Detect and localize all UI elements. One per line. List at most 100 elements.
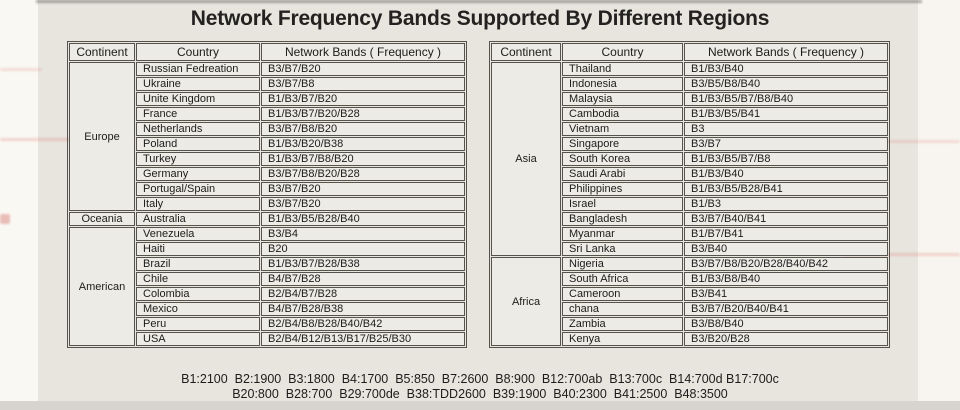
photo-margin-bottom <box>0 401 960 410</box>
bands-cell: B3/B40 <box>684 242 888 256</box>
bands-cell: B2/B4/B12/B13/B17/B25/B30 <box>261 332 465 346</box>
bands-cell: B3/B41 <box>684 287 888 301</box>
country-cell: Turkey <box>136 152 260 166</box>
bands-cell: B2/B4/B8/B28/B40/B42 <box>261 317 465 331</box>
bands-cell: B3/B7/B20 <box>261 197 465 211</box>
table-row: South Korea B1/B3/B5/B7/B8 <box>491 152 888 166</box>
country-cell: Malaysia <box>562 92 683 106</box>
photo-edge-artifact <box>36 0 922 3</box>
country-cell: Nigeria <box>562 257 683 271</box>
photo-artifact <box>0 68 42 71</box>
country-cell: Zambia <box>562 317 683 331</box>
country-cell: Ukraine <box>136 77 260 91</box>
bands-cell: B3/B7 <box>684 137 888 151</box>
country-cell: Venezuela <box>136 227 260 241</box>
country-cell: Cambodia <box>562 107 683 121</box>
bands-cell: B3/B8/B40 <box>684 317 888 331</box>
photo-margin-right <box>918 0 960 410</box>
country-cell: Kenya <box>562 332 683 346</box>
country-cell: Brazil <box>136 257 260 271</box>
bands-cell: B1/B3/B7/B8/B20 <box>261 152 465 166</box>
table-row: Asia Thailand B1/B3/B40 <box>491 62 888 256</box>
table-row: American Venezuela B3/B4 <box>69 227 465 346</box>
table-row: Cambodia B1/B3/B5/B41 <box>491 107 888 121</box>
table-row: France B1/B3/B7/B20/B28 <box>69 107 465 121</box>
legend-line-1: B1:2100 B2:1900 B3:1800 B4:1700 B5:850 B… <box>181 372 779 386</box>
bands-cell: B3/B7/B8/B20/B28 <box>261 167 465 181</box>
country-cell: Australia <box>136 212 260 226</box>
bands-cell: B1/B3/B5/B28/B40 <box>261 212 465 226</box>
bands-cell: B20 <box>261 242 465 256</box>
bands-cell: B1/B3/B40 <box>684 62 888 76</box>
country-cell: Israel <box>562 197 683 211</box>
country-cell: Germany <box>136 167 260 181</box>
bands-cell: B1/B3/B7/B20/B28 <box>261 107 465 121</box>
bands-cell: B3/B7/B8/B20/B28/B40/B42 <box>684 257 888 271</box>
table-row: Germany B3/B7/B8/B20/B28 <box>69 167 465 181</box>
country-cell: Poland <box>136 137 260 151</box>
country-cell: Thailand <box>562 62 683 76</box>
country-cell: Philippines <box>562 182 683 196</box>
photo-artifact <box>842 253 960 256</box>
bands-table-left: Continent Country Network Bands ( Freque… <box>67 41 467 348</box>
bands-cell: B3/B4 <box>261 227 465 241</box>
country-cell: Haiti <box>136 242 260 256</box>
country-cell: USA <box>136 332 260 346</box>
bands-cell: B1/B3/B40 <box>684 167 888 181</box>
table-row: Vietnam B3 <box>491 122 888 136</box>
country-cell: Colombia <box>136 287 260 301</box>
table-row: Kenya B3/B20/B28 <box>491 332 888 346</box>
country-cell: Myanmar <box>562 227 683 241</box>
page-title: Network Frequency Bands Supported By Dif… <box>190 7 770 30</box>
table-row: Portugal/Spain B3/B7/B20 <box>69 182 465 196</box>
bands-cell: B4/B7/B28 <box>261 272 465 286</box>
column-header-bands: Network Bands ( Frequency ) <box>684 43 888 61</box>
photo-margin-left <box>0 0 38 410</box>
column-header-country: Country <box>562 43 683 61</box>
country-cell: South Korea <box>562 152 683 166</box>
table-row: Colombia B2/B4/B7/B28 <box>69 287 465 301</box>
table-row: Haiti B20 <box>69 242 465 256</box>
country-cell: Chile <box>136 272 260 286</box>
table-row: Philippines B1/B3/B5/B28/B41 <box>491 182 888 196</box>
table-row: Poland B1/B3/B20/B38 <box>69 137 465 151</box>
continent-cell: Africa <box>491 257 561 346</box>
table-row: Chile B4/B7/B28 <box>69 272 465 286</box>
bands-cell: B3/B20/B28 <box>684 332 888 346</box>
continent-cell: Asia <box>491 62 561 256</box>
bands-cell: B1/B3/B5/B41 <box>684 107 888 121</box>
table-row: Singapore B3/B7 <box>491 137 888 151</box>
continent-cell: Oceania <box>69 212 135 226</box>
country-cell: Netherlands <box>136 122 260 136</box>
table-header-row: Continent Country Network Bands ( Freque… <box>69 43 465 61</box>
country-cell: France <box>136 107 260 121</box>
table-row: Saudi Arabi B1/B3/B40 <box>491 167 888 181</box>
bands-cell: B4/B7/B28/B38 <box>261 302 465 316</box>
country-cell: Vietnam <box>562 122 683 136</box>
table-row: Peru B2/B4/B8/B28/B40/B42 <box>69 317 465 331</box>
bands-cell: B1/B3 <box>684 197 888 211</box>
table-header-row: Continent Country Network Bands ( Freque… <box>491 43 888 61</box>
bands-table-right: Continent Country Network Bands ( Freque… <box>489 41 890 348</box>
country-cell: Unite Kingdom <box>136 92 260 106</box>
bands-cell: B3/B7/B8/B20 <box>261 122 465 136</box>
country-cell: Italy <box>136 197 260 211</box>
country-cell: Mexico <box>136 302 260 316</box>
country-cell: Saudi Arabi <box>562 167 683 181</box>
table-row: Italy B3/B7/B20 <box>69 197 465 211</box>
continent-cell: American <box>69 227 135 346</box>
bands-cell: B1/B3/B5/B7/B8/B40 <box>684 92 888 106</box>
table-row: Bangladesh B3/B7/B40/B41 <box>491 212 888 226</box>
table-row: Indonesia B3/B5/B8/B40 <box>491 77 888 91</box>
bands-cell: B3/B7/B20 <box>261 62 465 76</box>
photo-artifact <box>0 214 10 224</box>
bands-cell: B1/B3/B7/B28/B38 <box>261 257 465 271</box>
country-cell: Singapore <box>562 137 683 151</box>
bands-cell: B1/B3/B5/B7/B8 <box>684 152 888 166</box>
country-cell: chana <box>562 302 683 316</box>
table-row: Zambia B3/B8/B40 <box>491 317 888 331</box>
table-row: Unite Kingdom B1/B3/B7/B20 <box>69 92 465 106</box>
photo-artifact <box>848 140 960 143</box>
column-header-continent: Continent <box>491 43 561 61</box>
table-row: Africa Nigeria B3/B7/B8/B20/B28/B40/B42 <box>491 257 888 346</box>
